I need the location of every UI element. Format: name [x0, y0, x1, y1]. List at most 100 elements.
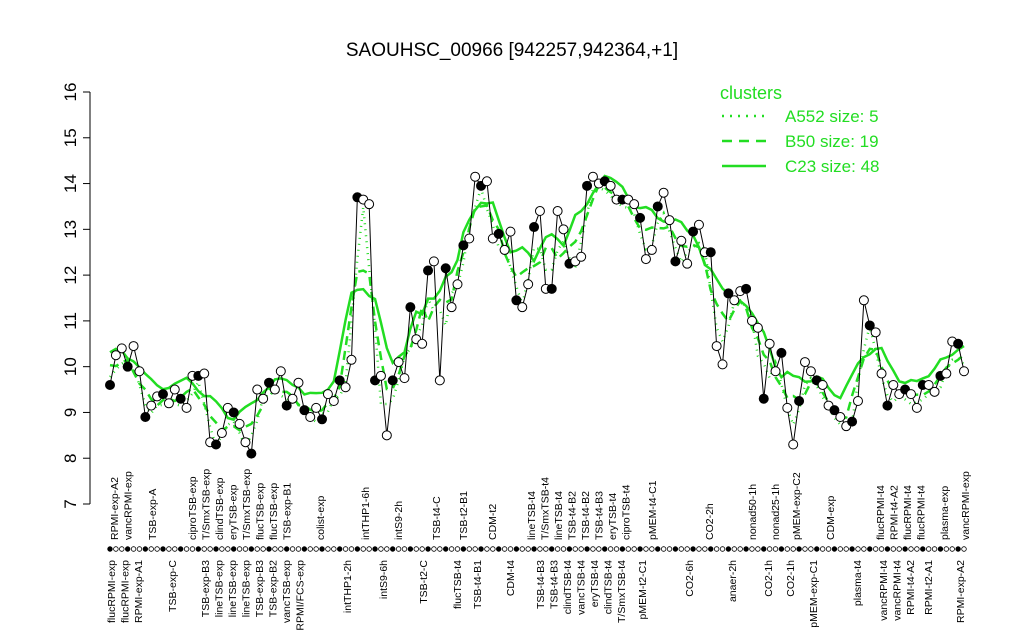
sample-point	[281, 400, 292, 411]
sample-point	[517, 302, 528, 313]
x-tick-label-upper: intS9-2h	[393, 501, 405, 540]
sample-rug-point	[560, 546, 567, 552]
x-tick-label-upper: pMEM-exp-C2	[791, 472, 803, 540]
sample-rug-point	[437, 546, 443, 552]
x-tick-label-upper: lineTSB-t4	[553, 491, 565, 540]
sample-rug-point	[613, 546, 620, 552]
sample-rug-point	[861, 546, 867, 552]
x-tick-label-lower: RPMI-t2-A1	[923, 560, 935, 615]
sample-point	[799, 357, 810, 368]
sample-rug-point	[360, 546, 366, 552]
x-tick-label-lower: plasma-t4	[852, 560, 864, 606]
sample-rug-point	[142, 546, 149, 552]
x-tick-label-lower: vancRPMI-t4	[878, 560, 890, 621]
x-tick-label-upper: plasma-exp	[939, 486, 951, 540]
sample-rug-point	[802, 546, 808, 552]
sample-point	[287, 393, 298, 404]
sample-point	[558, 224, 569, 235]
sample-point	[434, 375, 445, 386]
sample-rug-point	[443, 546, 449, 552]
sample-rug-point	[943, 546, 950, 552]
x-tick-label-upper: CDM-exp	[825, 496, 837, 540]
sample-rug-point	[201, 546, 207, 552]
sample-point	[587, 171, 598, 182]
x-tick-label-upper: TSB-t2-B1	[458, 491, 470, 540]
x-tick-label-upper: TSB-exp-A	[147, 489, 159, 540]
x-tick-label-lower: TSB-t4-B3	[549, 560, 561, 609]
sample-rug-point	[855, 546, 861, 552]
y-tick-label: 14	[61, 174, 80, 193]
sample-point	[758, 393, 769, 404]
sample-point	[646, 244, 657, 255]
sample-point	[876, 368, 887, 379]
sample-rug-point	[496, 546, 502, 552]
sample-rug-point	[507, 546, 514, 552]
x-tick-label-upper: ciproTSB-exp	[187, 476, 199, 540]
sample-point	[752, 322, 763, 333]
sample-point	[652, 201, 663, 212]
x-tick-label-upper: flucTSB-exp	[268, 483, 280, 540]
sample-rug-point	[949, 546, 955, 552]
sample-point	[635, 212, 646, 223]
sample-point	[464, 233, 475, 244]
sample-rug-point	[301, 546, 308, 552]
sample-rug-point	[543, 546, 549, 552]
sample-point	[275, 366, 286, 377]
sample-point	[258, 393, 269, 404]
x-tick-label-upper: flucRPMI-t4	[916, 485, 928, 540]
sample-point	[770, 366, 781, 377]
y-tick-label: 7	[61, 499, 80, 508]
sample-rug-point	[878, 546, 885, 552]
sample-rug-point	[107, 546, 113, 552]
sample-rug-point	[531, 546, 537, 552]
sample-point	[128, 341, 139, 352]
sample-point	[805, 366, 816, 377]
sample-rug-point	[454, 546, 461, 552]
sample-point	[428, 256, 439, 267]
sample-point	[688, 226, 699, 237]
sample-rug-point	[283, 546, 290, 552]
sample-rug-point	[743, 546, 749, 552]
sample-rug-point	[425, 546, 431, 552]
sample-point	[629, 199, 640, 210]
x-tick-label-upper: CDM-t2	[487, 504, 499, 540]
sample-rug-point	[419, 546, 425, 552]
sample-point	[953, 338, 964, 349]
sample-rug-point	[336, 546, 343, 552]
x-tick-label-upper: TSB-t4-B2	[567, 491, 579, 540]
sample-point	[847, 416, 858, 427]
sample-rug-point	[478, 546, 484, 552]
sample-point	[375, 370, 386, 381]
x-tick-label-upper: flucRPMI-t4	[875, 485, 887, 540]
sample-point	[776, 347, 787, 358]
sample-rug-point	[554, 546, 561, 552]
sample-rug-point	[130, 546, 137, 552]
sample-rug-point	[248, 546, 255, 552]
x-tick-label-lower: TSB-exp-B3	[254, 560, 266, 617]
sample-rug-point	[177, 546, 184, 552]
sample-point	[640, 254, 651, 265]
sample-rug-point	[931, 546, 938, 552]
sample-point	[169, 384, 180, 395]
sample-rug-point	[289, 546, 296, 552]
sample-rug-point	[643, 546, 649, 552]
sample-rug-point	[590, 546, 596, 552]
sample-point	[181, 402, 192, 413]
sample-rug-point	[696, 546, 702, 552]
sample-point	[794, 396, 805, 406]
sample-rug-point	[843, 546, 849, 552]
x-tick-label-lower: eryTSB-t4	[589, 560, 601, 607]
sample-rug-point	[354, 546, 361, 552]
sample-point	[228, 407, 239, 418]
sample-point	[864, 320, 875, 331]
sample-rug-point	[195, 546, 202, 552]
x-tick-label-lower: CO2-1h	[763, 560, 775, 597]
sample-point	[788, 439, 799, 450]
x-tick-label-upper: clindTSB-exp	[214, 477, 226, 540]
sample-rug-point	[384, 546, 390, 552]
sample-rug-point	[348, 546, 355, 552]
sample-point	[546, 283, 557, 294]
sample-rug-point	[484, 546, 490, 552]
x-tick-labels: RPMI-exp-A2 vancRPMI-exp TSB-exp-A ciproTSB…	[106, 469, 972, 631]
